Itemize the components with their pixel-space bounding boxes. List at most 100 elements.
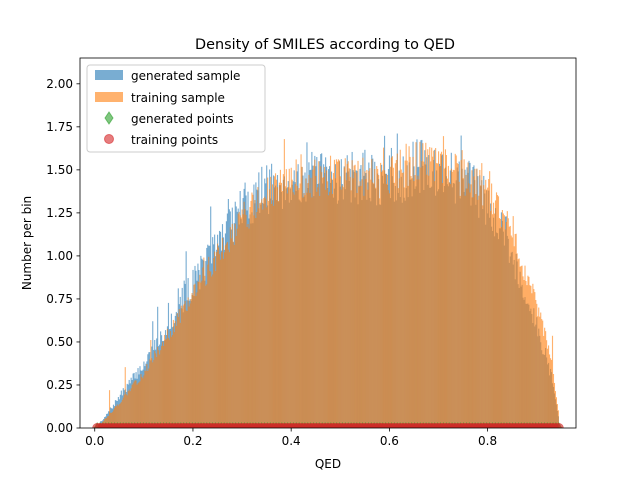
histogram-bar [275,179,278,428]
histogram-bar [175,325,177,428]
histogram-bar [269,189,271,428]
histogram-bar [298,188,300,428]
histogram-bar [252,194,254,428]
histogram-bar [416,179,418,428]
histogram-bar [188,306,190,428]
histogram-bar [225,243,227,428]
histogram-bar [538,307,540,428]
histogram-bar [500,227,502,428]
histogram-bar [505,221,507,428]
histogram-bar [463,159,465,428]
histogram-bar [436,163,438,428]
histogram-bar [165,338,168,428]
histogram-bar [326,170,328,428]
histogram-bar [518,258,520,428]
histogram-bar [205,285,207,428]
histogram-bar [380,162,382,428]
histogram-bar [174,321,176,428]
histogram-bar [158,350,160,428]
histogram-bar [220,252,223,428]
histogram-bar [469,192,471,428]
histogram-bar [171,335,173,428]
histogram-bar [399,149,401,428]
legend-label-generated-sample: generated sample [131,69,240,83]
histogram-bar [163,334,166,428]
histogram-bar [242,214,244,428]
histogram-bar [301,166,303,428]
histogram-bar [541,319,543,428]
histogram-bar [420,167,422,428]
histogram-bar [199,274,201,428]
histogram-bar [448,182,450,428]
histogram-bar [350,190,352,428]
histogram-bar [530,285,532,428]
histogram-bar [406,160,408,428]
histogram-bar [134,380,136,428]
histogram-bar [190,299,192,428]
histogram-bar [119,403,121,428]
histogram-bar [329,155,332,428]
histogram-bar [155,353,157,428]
histogram-bar [283,139,285,428]
histogram-bar [327,181,329,428]
series-training-sample [97,136,559,428]
histogram-bar [493,213,496,428]
histogram-bar [272,205,275,428]
histogram-bar [228,252,230,428]
histogram-bar [340,189,342,428]
histogram-bar [226,241,228,428]
histogram-bar [177,316,179,428]
y-tick-label: 1.00 [46,249,73,263]
histogram-bar [474,168,476,428]
histogram-bar [454,153,456,428]
histogram-bar [458,181,460,428]
histogram-bar [400,169,402,428]
histogram-bar [352,178,354,428]
histogram-bar [179,322,181,428]
histogram-bar [403,187,405,428]
histogram-bar [398,178,400,428]
histogram-bar [162,345,165,428]
histogram-bar [473,176,475,428]
histogram-bar [503,215,505,428]
histogram-bar [285,169,287,428]
histogram-bar [346,163,348,428]
histogram-bar [201,280,203,428]
histogram-bar [241,209,243,428]
histogram-bar [390,157,392,428]
histogram-bar [313,165,315,428]
histogram-bar [107,416,109,428]
histogram-bar [259,203,261,428]
histogram-bar [502,213,504,428]
histogram-bar [552,374,555,428]
histogram-bar [483,185,485,428]
histogram-bar [468,183,470,428]
histogram-bar [348,168,350,428]
histogram-bar [385,183,388,428]
histogram-bar [487,187,489,428]
histogram-bar [557,410,559,428]
histogram-bar [499,218,502,428]
histogram-bar [527,275,529,428]
histogram-bar [437,163,439,428]
histogram-bar [271,204,273,428]
training-point [553,423,564,428]
histogram-bar [497,196,500,428]
histogram-bar [198,281,200,428]
histogram-bar [453,170,455,428]
histogram-bar [345,180,347,428]
histogram-bar [132,383,134,428]
histogram-bar [325,189,327,428]
histogram-bar [354,164,356,428]
histogram-bar [311,197,313,428]
histogram-bar [196,292,198,428]
histogram-bar [309,192,311,428]
histogram-bar [323,177,325,428]
histogram-bar [467,162,469,428]
histogram-bar [106,417,108,428]
histogram-bar [522,276,524,428]
histogram-bar [464,195,466,428]
histogram-bar [381,171,383,428]
histogram-bar [415,142,417,428]
histogram-bar [123,394,125,428]
